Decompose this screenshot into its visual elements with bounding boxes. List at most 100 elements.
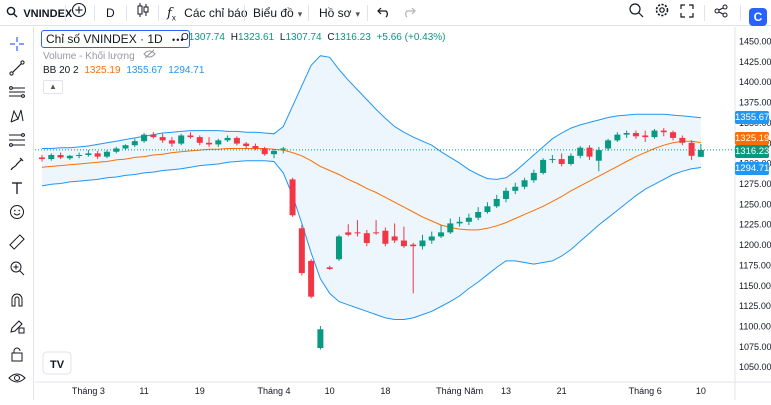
- lock-tool[interactable]: [5, 343, 29, 365]
- candle-body: [419, 240, 426, 247]
- tradingview-logo-icon: TV: [50, 359, 65, 371]
- time-tick-label: Tháng 4: [257, 386, 290, 396]
- redo-button[interactable]: [402, 0, 416, 26]
- open-value: 1307.74: [188, 32, 225, 43]
- interval-button[interactable]: D: [106, 6, 115, 20]
- time-tick-label: 19: [195, 386, 205, 396]
- chevron-down-icon: ▾: [297, 9, 303, 19]
- fullscreen-button[interactable]: [680, 0, 694, 26]
- candle-body: [141, 134, 148, 142]
- tradingview-watermark[interactable]: TV: [42, 351, 72, 375]
- price-axis[interactable]: 1450.001425.001400.001375.001350.001325.…: [734, 27, 771, 400]
- indicators-label: Các chỉ báo: [184, 6, 248, 20]
- undo-button[interactable]: [377, 0, 391, 26]
- candle-body: [224, 137, 231, 141]
- candle-body: [252, 146, 259, 149]
- toolbar-divider: [308, 5, 309, 21]
- candle-body: [354, 232, 361, 234]
- candle-body: [530, 172, 537, 181]
- crosshair-icon: [10, 37, 24, 51]
- toolbar-divider: [740, 5, 741, 21]
- candle-body: [261, 148, 268, 155]
- bb-lower-value: 1294.71: [168, 65, 205, 76]
- trend-line-tool[interactable]: [5, 57, 29, 79]
- price-chart[interactable]: 1450.001425.001400.001375.001350.001325.…: [35, 27, 771, 400]
- candle-body: [215, 140, 222, 145]
- text-tool[interactable]: [5, 177, 29, 199]
- magnet-tool[interactable]: [5, 289, 29, 311]
- symbol-legend-title[interactable]: Chỉ số VNINDEX · 1D •••: [41, 30, 190, 48]
- chevron-up-icon: ▲: [49, 82, 57, 91]
- trend-line-icon: [9, 60, 25, 76]
- bollinger-legend[interactable]: BB 20 2 1325.19 1355.67 1294.71: [43, 65, 204, 76]
- emoji-tool[interactable]: [5, 201, 29, 223]
- candle-body: [308, 260, 315, 297]
- price-tick-label: 1275.00: [739, 179, 771, 189]
- low-label: L: [279, 32, 286, 43]
- ohlc-legend: O1307.74 H1323.61 L1307.74 C1316.23 +5.6…: [181, 32, 446, 43]
- crosshair-tool[interactable]: [5, 33, 29, 55]
- time-tick-label: 13: [501, 386, 511, 396]
- zoom-in-tool[interactable]: [5, 257, 29, 279]
- candle-body: [475, 212, 482, 218]
- fib-tool[interactable]: [5, 129, 29, 151]
- symbol-search[interactable]: VNINDEX: [6, 0, 72, 26]
- share-button[interactable]: [714, 0, 728, 26]
- candle-body: [85, 153, 92, 156]
- volume-legend[interactable]: Volume - Khối lượng: [43, 49, 157, 62]
- undo-icon: [377, 1, 391, 27]
- chart-type-menu[interactable]: Biểu đồ ▾: [253, 0, 302, 26]
- bb-basis-value: 1325.19: [84, 65, 121, 76]
- parallel-channel-tool[interactable]: [5, 81, 29, 103]
- hidden-eye-icon[interactable]: [143, 49, 157, 62]
- price-tick-label: 1175.00: [739, 260, 771, 270]
- price-tick-label: 1375.00: [739, 98, 771, 108]
- legend-more-icon[interactable]: •••: [172, 35, 185, 45]
- candle-body: [605, 140, 612, 149]
- xabcd-pattern-icon: [10, 109, 24, 123]
- legend-collapse-button[interactable]: ▲: [43, 80, 63, 94]
- quick-search-button[interactable]: [628, 0, 644, 26]
- candle-body: [688, 142, 695, 156]
- chart-area[interactable]: 1450.001425.001400.001375.001350.001325.…: [35, 27, 771, 400]
- settings-button[interactable]: [654, 0, 670, 26]
- pattern-tool[interactable]: [5, 105, 29, 127]
- toolbar-divider: [126, 5, 127, 21]
- candle-body: [289, 179, 296, 216]
- candle-body: [428, 236, 435, 241]
- brush-tool[interactable]: [5, 153, 29, 175]
- chart-style-button[interactable]: [136, 0, 150, 26]
- candle-body: [382, 230, 389, 244]
- candle-body: [206, 142, 213, 145]
- time-tick-label: 10: [696, 386, 706, 396]
- candle-body: [243, 143, 250, 147]
- time-axis[interactable]: Tháng 3 11 19 Tháng 4 10 18 Tháng Năm 13 21 Tháng…: [35, 381, 771, 396]
- bb-basis-price-tag: 1325.19: [735, 132, 770, 145]
- toolbar-divider: [158, 5, 159, 21]
- time-tick-label: Tháng Năm: [436, 386, 483, 396]
- candle-body: [456, 221, 463, 224]
- brand-logo-icon: C: [749, 8, 767, 26]
- candle-body: [196, 137, 203, 143]
- visibility-tool[interactable]: [5, 367, 29, 389]
- toolbar-divider: [94, 5, 95, 21]
- candle-body: [131, 141, 138, 146]
- lock-icon: [11, 347, 23, 362]
- profile-menu[interactable]: Hồ sơ ▾: [319, 0, 360, 26]
- candle-body: [103, 151, 110, 157]
- stay-in-drawing-tool[interactable]: [5, 315, 29, 337]
- price-tick-label: 1075.00: [739, 342, 771, 352]
- ruler-tool[interactable]: [5, 231, 29, 253]
- candle-body: [512, 186, 519, 191]
- candle-body: [94, 153, 101, 157]
- volume-label: Volume - Khối lượng: [43, 51, 135, 62]
- indicators-button[interactable]: fx Các chỉ báo: [167, 0, 248, 26]
- candle-body: [586, 147, 593, 157]
- bb-lower-line: [41, 160, 701, 320]
- compare-button[interactable]: [71, 0, 87, 26]
- price-tick-label: 1425.00: [739, 57, 771, 67]
- candle-body: [66, 155, 73, 159]
- price-tick-label: 1225.00: [739, 220, 771, 230]
- time-tick-label: Tháng 3: [72, 386, 105, 396]
- brand-logo[interactable]: C: [749, 4, 767, 26]
